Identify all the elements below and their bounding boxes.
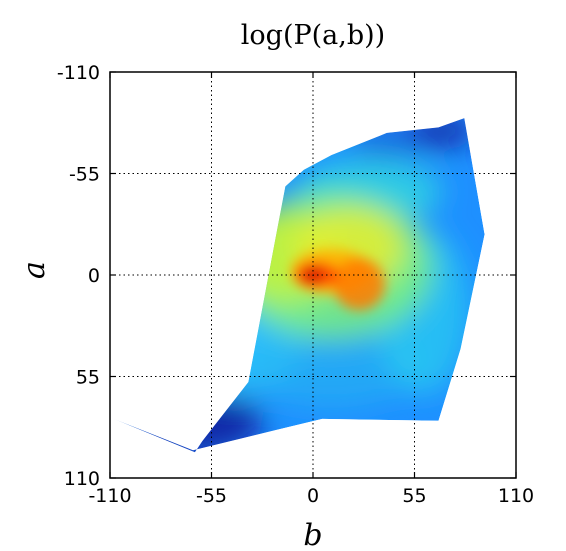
y-tick-label: 55: [76, 367, 100, 389]
x-tick-label: 55: [402, 485, 426, 507]
x-tick-label: 0: [307, 485, 319, 507]
y-tick-label: -55: [69, 164, 100, 186]
y-axis: -110 -55 0 55 110: [57, 62, 516, 490]
density-blob: [333, 258, 385, 311]
density-blob: [239, 326, 424, 408]
grid: [110, 72, 516, 478]
y-axis-label: a: [17, 261, 52, 279]
x-axis: -110 -55 0 55 110: [88, 72, 534, 507]
y-tick-label: -110: [57, 62, 100, 84]
x-tick-label: -55: [196, 485, 227, 507]
x-axis-label: b: [303, 518, 322, 551]
chart-title: log(P(a,b)): [241, 20, 385, 51]
y-tick-label: 110: [64, 468, 100, 490]
x-tick-label: 110: [498, 485, 534, 507]
y-tick-label: 0: [88, 265, 100, 287]
x-tick-label: -110: [88, 485, 131, 507]
